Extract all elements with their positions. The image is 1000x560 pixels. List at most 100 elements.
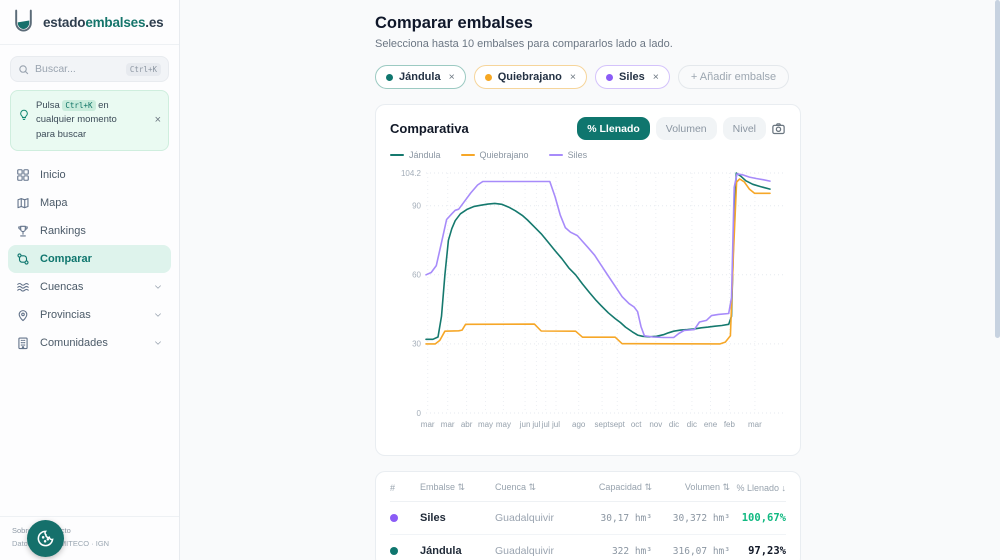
sidebar-item-inicio[interactable]: Inicio bbox=[8, 161, 171, 189]
reservoir-chip-quiebrajano[interactable]: Quiebrajano × bbox=[474, 65, 587, 89]
search-icon bbox=[18, 64, 29, 75]
table-row-siles[interactable]: SilesGuadalquivir30,17 hm³30,372 hm³100,… bbox=[390, 502, 786, 535]
svg-text:mar: mar bbox=[441, 420, 455, 429]
search-input[interactable]: Buscar... Ctrl+K bbox=[10, 56, 169, 82]
trophy-icon bbox=[16, 224, 30, 238]
legend-item-siles[interactable]: Siles bbox=[549, 150, 588, 160]
sidebar-item-comparar[interactable]: Comparar bbox=[8, 245, 171, 273]
svg-text:feb: feb bbox=[724, 420, 736, 429]
svg-text:jul: jul bbox=[541, 420, 550, 429]
mode-button-nivel[interactable]: Nivel bbox=[723, 117, 766, 140]
cookie-settings-button[interactable] bbox=[27, 520, 64, 557]
chart-mode-toggle: % Llenado Volumen Nivel bbox=[577, 117, 766, 140]
sidebar-item-provincias[interactable]: Provincias bbox=[8, 301, 171, 329]
waves-icon bbox=[16, 280, 30, 294]
sidebar-item-label: Mapa bbox=[40, 197, 68, 209]
chip-label: Quiebrajano bbox=[498, 71, 562, 83]
legend-line-swatch bbox=[390, 154, 404, 156]
svg-text:mar: mar bbox=[421, 420, 435, 429]
svg-text:may: may bbox=[478, 420, 493, 429]
reservoir-chip-siles[interactable]: Siles × bbox=[595, 65, 670, 89]
table-body: SilesGuadalquivir30,17 hm³30,372 hm³100,… bbox=[390, 502, 786, 560]
legend-label: Siles bbox=[568, 150, 588, 160]
shortcut-tip-banner: Pulsa Ctrl+K en cualquier momento para b… bbox=[10, 90, 169, 151]
svg-text:nov: nov bbox=[649, 420, 662, 429]
row-color-dot bbox=[390, 547, 398, 555]
lightbulb-icon bbox=[18, 109, 30, 121]
pin-icon bbox=[16, 308, 30, 322]
svg-text:sept: sept bbox=[595, 420, 611, 429]
chevron-down-icon bbox=[153, 310, 163, 320]
sidebar-item-label: Rankings bbox=[40, 225, 86, 237]
camera-icon bbox=[771, 121, 786, 136]
chevron-down-icon bbox=[153, 282, 163, 292]
sidebar-item-rankings[interactable]: Rankings bbox=[8, 217, 171, 245]
cell-volumen: 316,07 hm³ bbox=[652, 546, 730, 557]
sidebar-item-label: Inicio bbox=[40, 169, 66, 181]
chart-title: Comparativa bbox=[390, 121, 469, 136]
sidebar-item-label: Comunidades bbox=[40, 337, 108, 349]
svg-text:30: 30 bbox=[412, 340, 421, 349]
search-shortcut-badge: Ctrl+K bbox=[126, 63, 161, 76]
svg-text:dic: dic bbox=[669, 420, 679, 429]
column-header-volumen[interactable]: Volumen ⇅ bbox=[652, 482, 730, 493]
svg-text:may: may bbox=[496, 420, 511, 429]
column-header-embalse[interactable]: Embalse ⇅ bbox=[420, 482, 495, 493]
table-row-jándula[interactable]: JándulaGuadalquivir322 hm³316,07 hm³97,2… bbox=[390, 535, 786, 560]
cookie-icon bbox=[36, 529, 55, 548]
chip-remove-icon[interactable]: × bbox=[570, 71, 576, 83]
chip-remove-icon[interactable]: × bbox=[449, 71, 455, 83]
selected-reservoir-chips: Jándula × Quiebrajano × Siles × + Añadir embal… bbox=[375, 65, 801, 89]
chip-label: Siles bbox=[619, 71, 645, 83]
svg-text:jun: jun bbox=[519, 420, 531, 429]
svg-text:oct: oct bbox=[631, 420, 642, 429]
mode-button-volumen[interactable]: Volumen bbox=[656, 117, 717, 140]
legend-item-quiebrajano[interactable]: Quiebrajano bbox=[461, 150, 529, 160]
sidebar-item-label: Comparar bbox=[40, 253, 92, 265]
column-header-llenado[interactable]: % Llenado ↓ bbox=[730, 483, 786, 493]
svg-text:dic: dic bbox=[687, 420, 697, 429]
sort-icon: ⇅ bbox=[644, 482, 652, 492]
sidebar-item-cuencas[interactable]: Cuencas bbox=[8, 273, 171, 301]
svg-text:jul: jul bbox=[531, 420, 540, 429]
window-scrollbar-thumb[interactable] bbox=[995, 0, 1000, 338]
svg-text:104.2: 104.2 bbox=[401, 169, 422, 178]
cell-embalse: Jándula bbox=[420, 545, 495, 557]
add-reservoir-button[interactable]: + Añadir embalse bbox=[678, 65, 789, 89]
compare-icon bbox=[16, 252, 30, 266]
chip-label: Jándula bbox=[399, 71, 441, 83]
reservoir-chip-jándula[interactable]: Jándula × bbox=[375, 65, 466, 89]
brand[interactable]: estadoembalses.es bbox=[0, 0, 179, 45]
svg-text:60: 60 bbox=[412, 271, 421, 280]
column-header-cuenca[interactable]: Cuenca ⇅ bbox=[495, 482, 570, 493]
cell-llenado: 100,67% bbox=[730, 512, 786, 524]
table-header-row: #Embalse ⇅Cuenca ⇅Capacidad ⇅Volumen ⇅% … bbox=[390, 472, 786, 502]
column-header-capacidad[interactable]: Capacidad ⇅ bbox=[570, 482, 652, 493]
svg-text:abr: abr bbox=[461, 420, 473, 429]
sidebar-item-mapa[interactable]: Mapa bbox=[8, 189, 171, 217]
svg-text:mar: mar bbox=[748, 420, 762, 429]
screenshot-button[interactable] bbox=[771, 121, 786, 136]
column-header-[interactable]: # bbox=[390, 483, 420, 493]
sidebar-nav: Inicio Mapa Rankings Comparar Cuencas Provinc… bbox=[8, 161, 171, 357]
svg-text:ago: ago bbox=[572, 420, 586, 429]
map-icon bbox=[16, 196, 30, 210]
row-color-dot bbox=[390, 514, 398, 522]
svg-text:sept: sept bbox=[610, 420, 626, 429]
sidebar-item-label: Cuencas bbox=[40, 281, 83, 293]
sort-icon: ⇅ bbox=[529, 482, 537, 492]
sidebar-item-label: Provincias bbox=[40, 309, 91, 321]
legend-item-jándula[interactable]: Jándula bbox=[390, 150, 441, 160]
chip-remove-icon[interactable]: × bbox=[653, 71, 659, 83]
svg-text:jul: jul bbox=[551, 420, 560, 429]
mode-button-llenado[interactable]: % Llenado bbox=[577, 117, 650, 140]
line-chart: 0306090104.2marmarabrmaymayjunjuljuljula… bbox=[390, 164, 786, 445]
chip-color-dot bbox=[485, 74, 492, 81]
logo-glass-icon bbox=[12, 9, 35, 35]
chevron-down-icon bbox=[153, 338, 163, 348]
tip-close-icon[interactable]: × bbox=[155, 115, 161, 126]
search-placeholder: Buscar... bbox=[35, 63, 76, 75]
sidebar-item-comunidades[interactable]: Comunidades bbox=[8, 329, 171, 357]
svg-text:90: 90 bbox=[412, 202, 421, 211]
svg-text:ene: ene bbox=[704, 420, 718, 429]
